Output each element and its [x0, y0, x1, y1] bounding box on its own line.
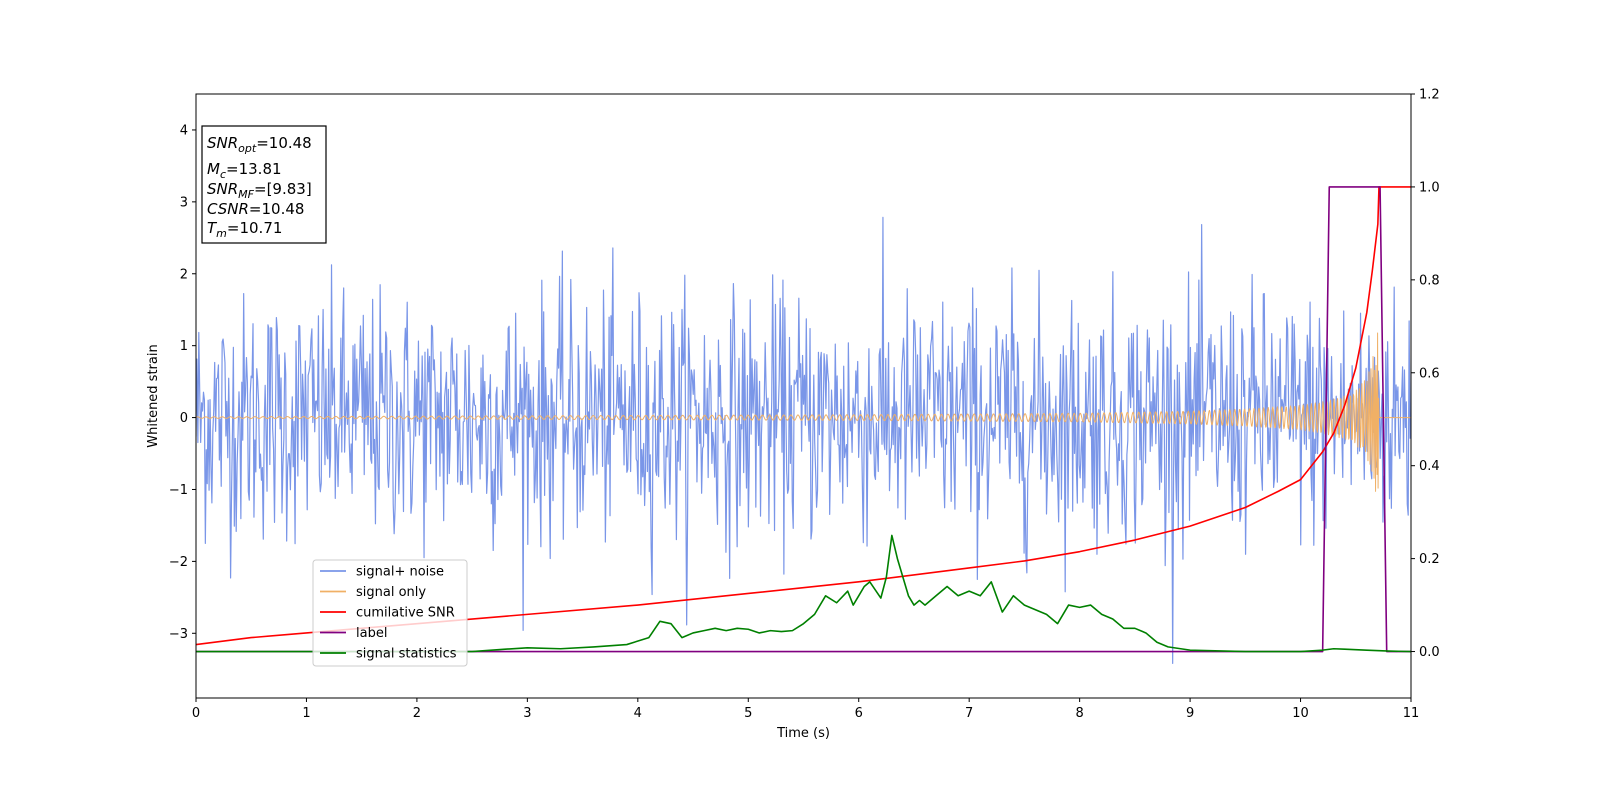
y-axis-label: Whitened strain: [146, 344, 161, 447]
y-tick-label: 4: [180, 123, 188, 138]
annotation-frame: [201, 125, 327, 244]
plot-area: [196, 186, 1411, 664]
series-line-0: [196, 216, 1411, 664]
x-tick-label: 11: [1403, 706, 1420, 721]
series-line-1: [196, 332, 1411, 492]
x-tick-label: 5: [744, 706, 752, 721]
y2-tick-label: 1.2: [1419, 88, 1440, 103]
y-tick-label: −3: [169, 627, 188, 642]
y2-tick-label: 0.0: [1419, 645, 1440, 660]
y2-tick-label: 0.2: [1419, 552, 1440, 567]
legend-label: label: [356, 626, 387, 641]
annotation-box: SNRopt=10.48 Mc=13.81SNRMF=[9.83]CSNR=10.…: [201, 125, 327, 244]
y-tick-label: −1: [169, 483, 188, 498]
legend: signal+ noise signal only cumilative SNR la…: [312, 559, 468, 667]
y2-tick-label: 0.6: [1419, 366, 1440, 381]
y2-tick-label: 0.4: [1419, 459, 1440, 474]
y-tick-label: 2: [180, 267, 188, 282]
legend-label: signal+ noise: [356, 565, 444, 580]
x-tick-label: 6: [855, 706, 863, 721]
x-tick-label: 1: [302, 706, 310, 721]
legend-label: signal statistics: [356, 647, 457, 662]
x-tick-label: 2: [413, 706, 421, 721]
x-tick-label: 4: [634, 706, 642, 721]
annotation-line: Tm=10.71: [207, 219, 282, 240]
annotation-line: SNRMF=[9.83]: [207, 180, 312, 201]
annotation-line: CSNR=10.48: [207, 200, 304, 218]
axes: 0 1 2 3 4 5 6 7 8 9 10 11 −3 −2 −1 0 1 2 3 4 0.0 0.2 0.4 0.6 0.8…: [169, 88, 1440, 722]
annotation-line: Mc=13.81: [207, 160, 282, 181]
y2-tick-label: 1.0: [1419, 180, 1440, 195]
legend-label: signal only: [356, 585, 426, 600]
plot-frame: [195, 93, 1412, 699]
series-line-4: [196, 534, 1411, 653]
x-tick-label: 8: [1075, 706, 1083, 721]
x-axis-label: Time (s): [776, 726, 830, 741]
annotation-line: SNRopt=10.48: [207, 134, 312, 155]
y2-tick-label: 0.8: [1419, 273, 1440, 288]
x-tick-label: 9: [1186, 706, 1194, 721]
legend-label: cumilative SNR: [356, 606, 455, 621]
y-tick-label: −2: [169, 555, 188, 570]
x-tick-label: 10: [1292, 706, 1309, 721]
x-tick-label: 3: [523, 706, 531, 721]
x-tick-label: 7: [965, 706, 973, 721]
y-tick-label: 3: [180, 195, 188, 210]
x-tick-label: 0: [192, 706, 200, 721]
legend-frame: [312, 559, 468, 667]
series-line-2: [196, 186, 1411, 646]
y-tick-label: 0: [180, 411, 188, 426]
y-tick-label: 1: [180, 339, 188, 354]
